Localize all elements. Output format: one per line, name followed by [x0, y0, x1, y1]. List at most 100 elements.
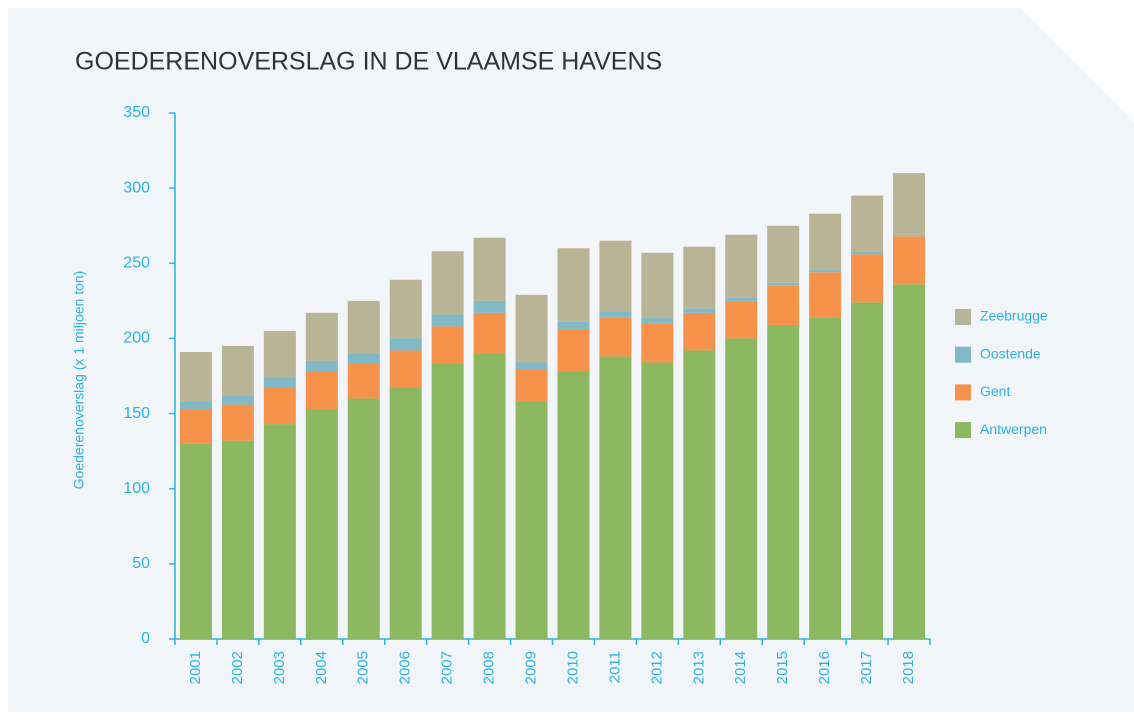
- bar-segment: [473, 312, 506, 354]
- bar-segment: [263, 377, 296, 389]
- x-tick-label: 2015: [774, 651, 791, 684]
- bar-segment: [809, 272, 842, 318]
- x-tick-label: 2016: [816, 651, 833, 684]
- bar-segment: [221, 404, 254, 441]
- bar-segment: [221, 395, 254, 405]
- chart-title: GOEDERENOVERSLAG IN DE VLAAMSE HAVENS: [75, 48, 662, 76]
- bar-segment: [473, 300, 506, 313]
- bar-segment: [893, 284, 926, 639]
- bar-segment: [389, 338, 422, 351]
- legend-swatch: [955, 422, 971, 439]
- bar-segment: [599, 311, 632, 318]
- bar-segment: [305, 409, 338, 639]
- bar-segment: [473, 353, 506, 639]
- bar-segment: [809, 213, 842, 270]
- bar-segment: [263, 388, 296, 425]
- x-tick-label: 2014: [732, 651, 749, 684]
- bar-segment: [263, 330, 296, 378]
- bar-segment: [179, 351, 212, 402]
- x-tick-label: 2013: [690, 651, 707, 684]
- legend-label: Oostende: [980, 345, 1041, 361]
- bar-segment: [767, 282, 800, 286]
- bar-segment: [515, 294, 548, 363]
- bar-segment: [431, 251, 464, 315]
- bar-segment: [893, 234, 926, 237]
- y-tick-label: 100: [123, 480, 150, 497]
- bar-segment: [893, 173, 926, 235]
- bar-segment: [683, 246, 716, 309]
- y-tick-label: 150: [123, 405, 150, 422]
- bar-segment: [599, 240, 632, 312]
- bar-segment: [725, 234, 758, 298]
- bar-segment: [221, 345, 254, 396]
- legend-label: Antwerpen: [980, 421, 1047, 437]
- y-tick-label: 300: [123, 179, 150, 196]
- legend-label: Gent: [980, 383, 1010, 399]
- bar-segment: [767, 324, 800, 639]
- y-tick-label: 0: [141, 630, 150, 647]
- x-tick-label: 2002: [229, 651, 246, 684]
- bar-segment: [515, 369, 548, 402]
- bar-segment: [809, 269, 842, 273]
- bar-segment: [641, 323, 674, 363]
- bar-segment: [767, 285, 800, 325]
- bar-segment: [683, 308, 716, 313]
- bar-segment: [557, 248, 590, 322]
- bar-segment: [179, 401, 212, 410]
- bar-segment: [725, 338, 758, 639]
- legend-label: Zeebrugge: [980, 308, 1048, 324]
- bar-segment: [305, 371, 338, 410]
- y-tick-label: 50: [132, 555, 150, 572]
- bar-segment: [263, 424, 296, 639]
- bar-segment: [347, 363, 380, 399]
- x-tick-label: 2011: [606, 651, 623, 683]
- legend-swatch: [955, 309, 971, 325]
- bar-segment: [179, 409, 212, 444]
- x-tick-label: 2018: [900, 651, 917, 684]
- y-tick-label: 200: [123, 330, 150, 347]
- bar-segment: [641, 317, 674, 324]
- bar-segment: [221, 440, 254, 639]
- x-tick-label: 2005: [355, 651, 372, 684]
- bar-segment: [725, 297, 758, 301]
- bar-segment: [683, 350, 716, 639]
- legend-swatch: [955, 346, 971, 363]
- bar-segment: [851, 254, 884, 303]
- bar-segment: [599, 317, 632, 357]
- bar-segment: [347, 353, 380, 364]
- bar-segment: [431, 326, 464, 364]
- y-axis-label: Goederenoverslag (x 1 miljoen ton): [71, 271, 87, 490]
- x-tick-label: 2003: [271, 651, 288, 684]
- bar-segment: [179, 443, 212, 639]
- x-tick-label: 2008: [481, 651, 498, 684]
- bar-segment: [767, 225, 800, 283]
- bar-segment: [851, 302, 884, 639]
- bar-segment: [431, 314, 464, 327]
- bar-segment: [473, 237, 506, 301]
- bar-segment: [389, 350, 422, 389]
- x-tick-label: 2010: [564, 651, 581, 684]
- bar-segment: [809, 317, 842, 639]
- bar-segment: [389, 279, 422, 339]
- bar-segment: [557, 321, 590, 330]
- x-tick-label: 2017: [858, 651, 875, 684]
- bar-segment: [725, 300, 758, 339]
- bar-segment: [305, 312, 338, 361]
- bar-segment: [389, 388, 422, 639]
- bar-segment: [599, 356, 632, 639]
- bar-segment: [641, 362, 674, 639]
- y-tick-label: 350: [123, 104, 150, 121]
- bar-segment: [641, 252, 674, 318]
- bar-segment: [431, 363, 464, 639]
- x-tick-label: 2007: [439, 651, 456, 684]
- x-tick-label: 2004: [313, 651, 330, 684]
- x-tick-label: 2012: [648, 651, 665, 684]
- bar-segment: [305, 360, 338, 372]
- bar-segment: [893, 236, 926, 285]
- bar-segment: [347, 398, 380, 639]
- bar-segment: [683, 312, 716, 351]
- bar-segment: [557, 371, 590, 639]
- bar-segment: [347, 300, 380, 354]
- bar-segment: [851, 195, 884, 252]
